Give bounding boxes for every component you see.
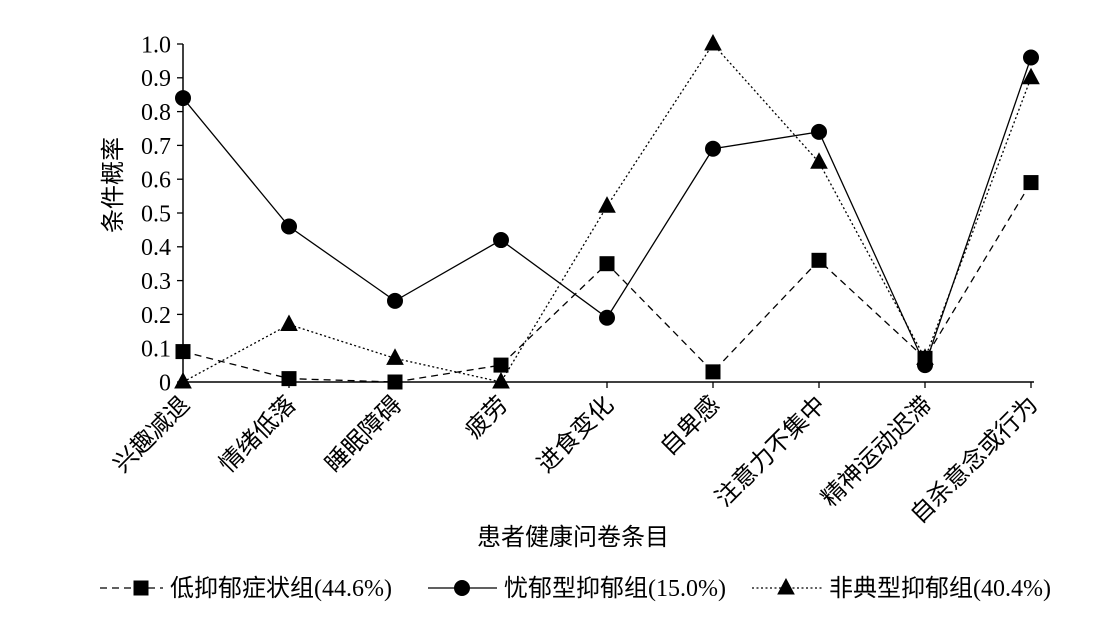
x-tick-label-2: 睡眠障碍 <box>320 391 407 478</box>
x-tick-label-3: 疲劳 <box>460 391 513 444</box>
series-melancholic-point-8 <box>1023 49 1039 66</box>
series-low-symptom-point-3 <box>493 357 509 373</box>
series-low-symptom-point-6 <box>811 252 827 268</box>
legend: 低抑郁症状组(44.6%) 忧郁型抑郁组(15.0%) 非典型抑郁组(40.4%… <box>100 575 1051 602</box>
plot-area <box>174 33 1040 390</box>
legend-triangle-marker <box>777 577 795 595</box>
series-atypical <box>174 33 1040 389</box>
y-tick-label-8: 0.8 <box>141 100 171 126</box>
y-tick-label-2: 0.2 <box>141 303 171 329</box>
series-melancholic-point-2 <box>387 292 403 309</box>
series-atypical-point-2 <box>386 348 404 365</box>
series-low-symptom-point-4 <box>599 256 615 272</box>
axes: 0 0.1 0.2 0.3 0.4 0.5 0.6 0.7 0.8 0.9 1.0 兴趣减退 情绪低落睡… <box>108 32 1043 529</box>
y-tick-label-10: 1.0 <box>141 32 171 58</box>
series-atypical-point-3 <box>492 371 510 389</box>
y-axis-label: 条件概率 <box>100 137 127 233</box>
legend-label-atypical: 非典型抑郁组(40.4%) <box>829 575 1051 602</box>
series-low-symptom-point-8 <box>1023 175 1039 191</box>
series-atypical-point-5 <box>704 33 722 51</box>
y-tick-label-4: 0.4 <box>141 235 171 261</box>
x-tick-label-6: 注意力不集中 <box>710 391 831 512</box>
series-melancholic-point-6 <box>811 123 827 140</box>
series-melancholic-point-0 <box>175 90 191 107</box>
series-atypical-point-4 <box>598 196 616 213</box>
series-atypical-point-0 <box>174 371 192 389</box>
series-melancholic-point-5 <box>705 140 721 157</box>
legend-circle-marker <box>454 580 470 596</box>
series-melancholic-point-1 <box>281 218 297 235</box>
x-tick-label-0: 兴趣减退 <box>108 391 195 478</box>
y-tick-label-5: 0.5 <box>141 201 171 227</box>
legend-item-low-symptom: 低抑郁症状组(44.6%) <box>100 575 392 602</box>
series-low-symptom-point-0 <box>175 344 191 360</box>
series-atypical-line <box>182 42 1032 383</box>
y-tick-label-1: 0.1 <box>141 337 171 363</box>
series-low-symptom-point-5 <box>705 364 721 380</box>
y-tick-label-0: 0 <box>159 370 171 396</box>
x-tick-label-7: 精神运动迟滞 <box>816 391 937 512</box>
series-atypical-point-7 <box>916 348 934 365</box>
legend-item-melancholic: 忧郁型抑郁组(15.0%) <box>428 575 726 602</box>
legend-square-marker <box>133 580 149 596</box>
y-tick-label-6: 0.6 <box>141 168 171 194</box>
x-axis-label: 患者健康问卷条目 <box>477 524 669 551</box>
y-tick-label-9: 0.9 <box>141 66 171 92</box>
series-low-symptom-point-1 <box>281 371 297 387</box>
x-tick-label-4: 进食变化 <box>532 391 619 478</box>
series-atypical-point-6 <box>810 152 828 169</box>
series-low-symptom-point-2 <box>387 374 403 390</box>
y-tick-label-3: 0.3 <box>141 269 171 295</box>
y-tick-label-7: 0.7 <box>141 134 171 160</box>
x-tick-label-5: 自卑感 <box>655 391 725 461</box>
series-melancholic-point-4 <box>599 309 615 326</box>
legend-label-melancholic: 忧郁型抑郁组(15.0%) <box>504 575 726 602</box>
series-melancholic-point-3 <box>493 232 509 249</box>
x-tick-label-1: 情绪低落 <box>214 391 301 478</box>
legend-label-low-symptom: 低抑郁症状组(44.6%) <box>170 575 392 602</box>
series-atypical-point-8 <box>1022 67 1040 85</box>
series-atypical-point-1 <box>280 314 298 332</box>
legend-item-atypical: 非典型抑郁组(40.4%) <box>752 575 1051 602</box>
series-melancholic <box>175 49 1039 374</box>
